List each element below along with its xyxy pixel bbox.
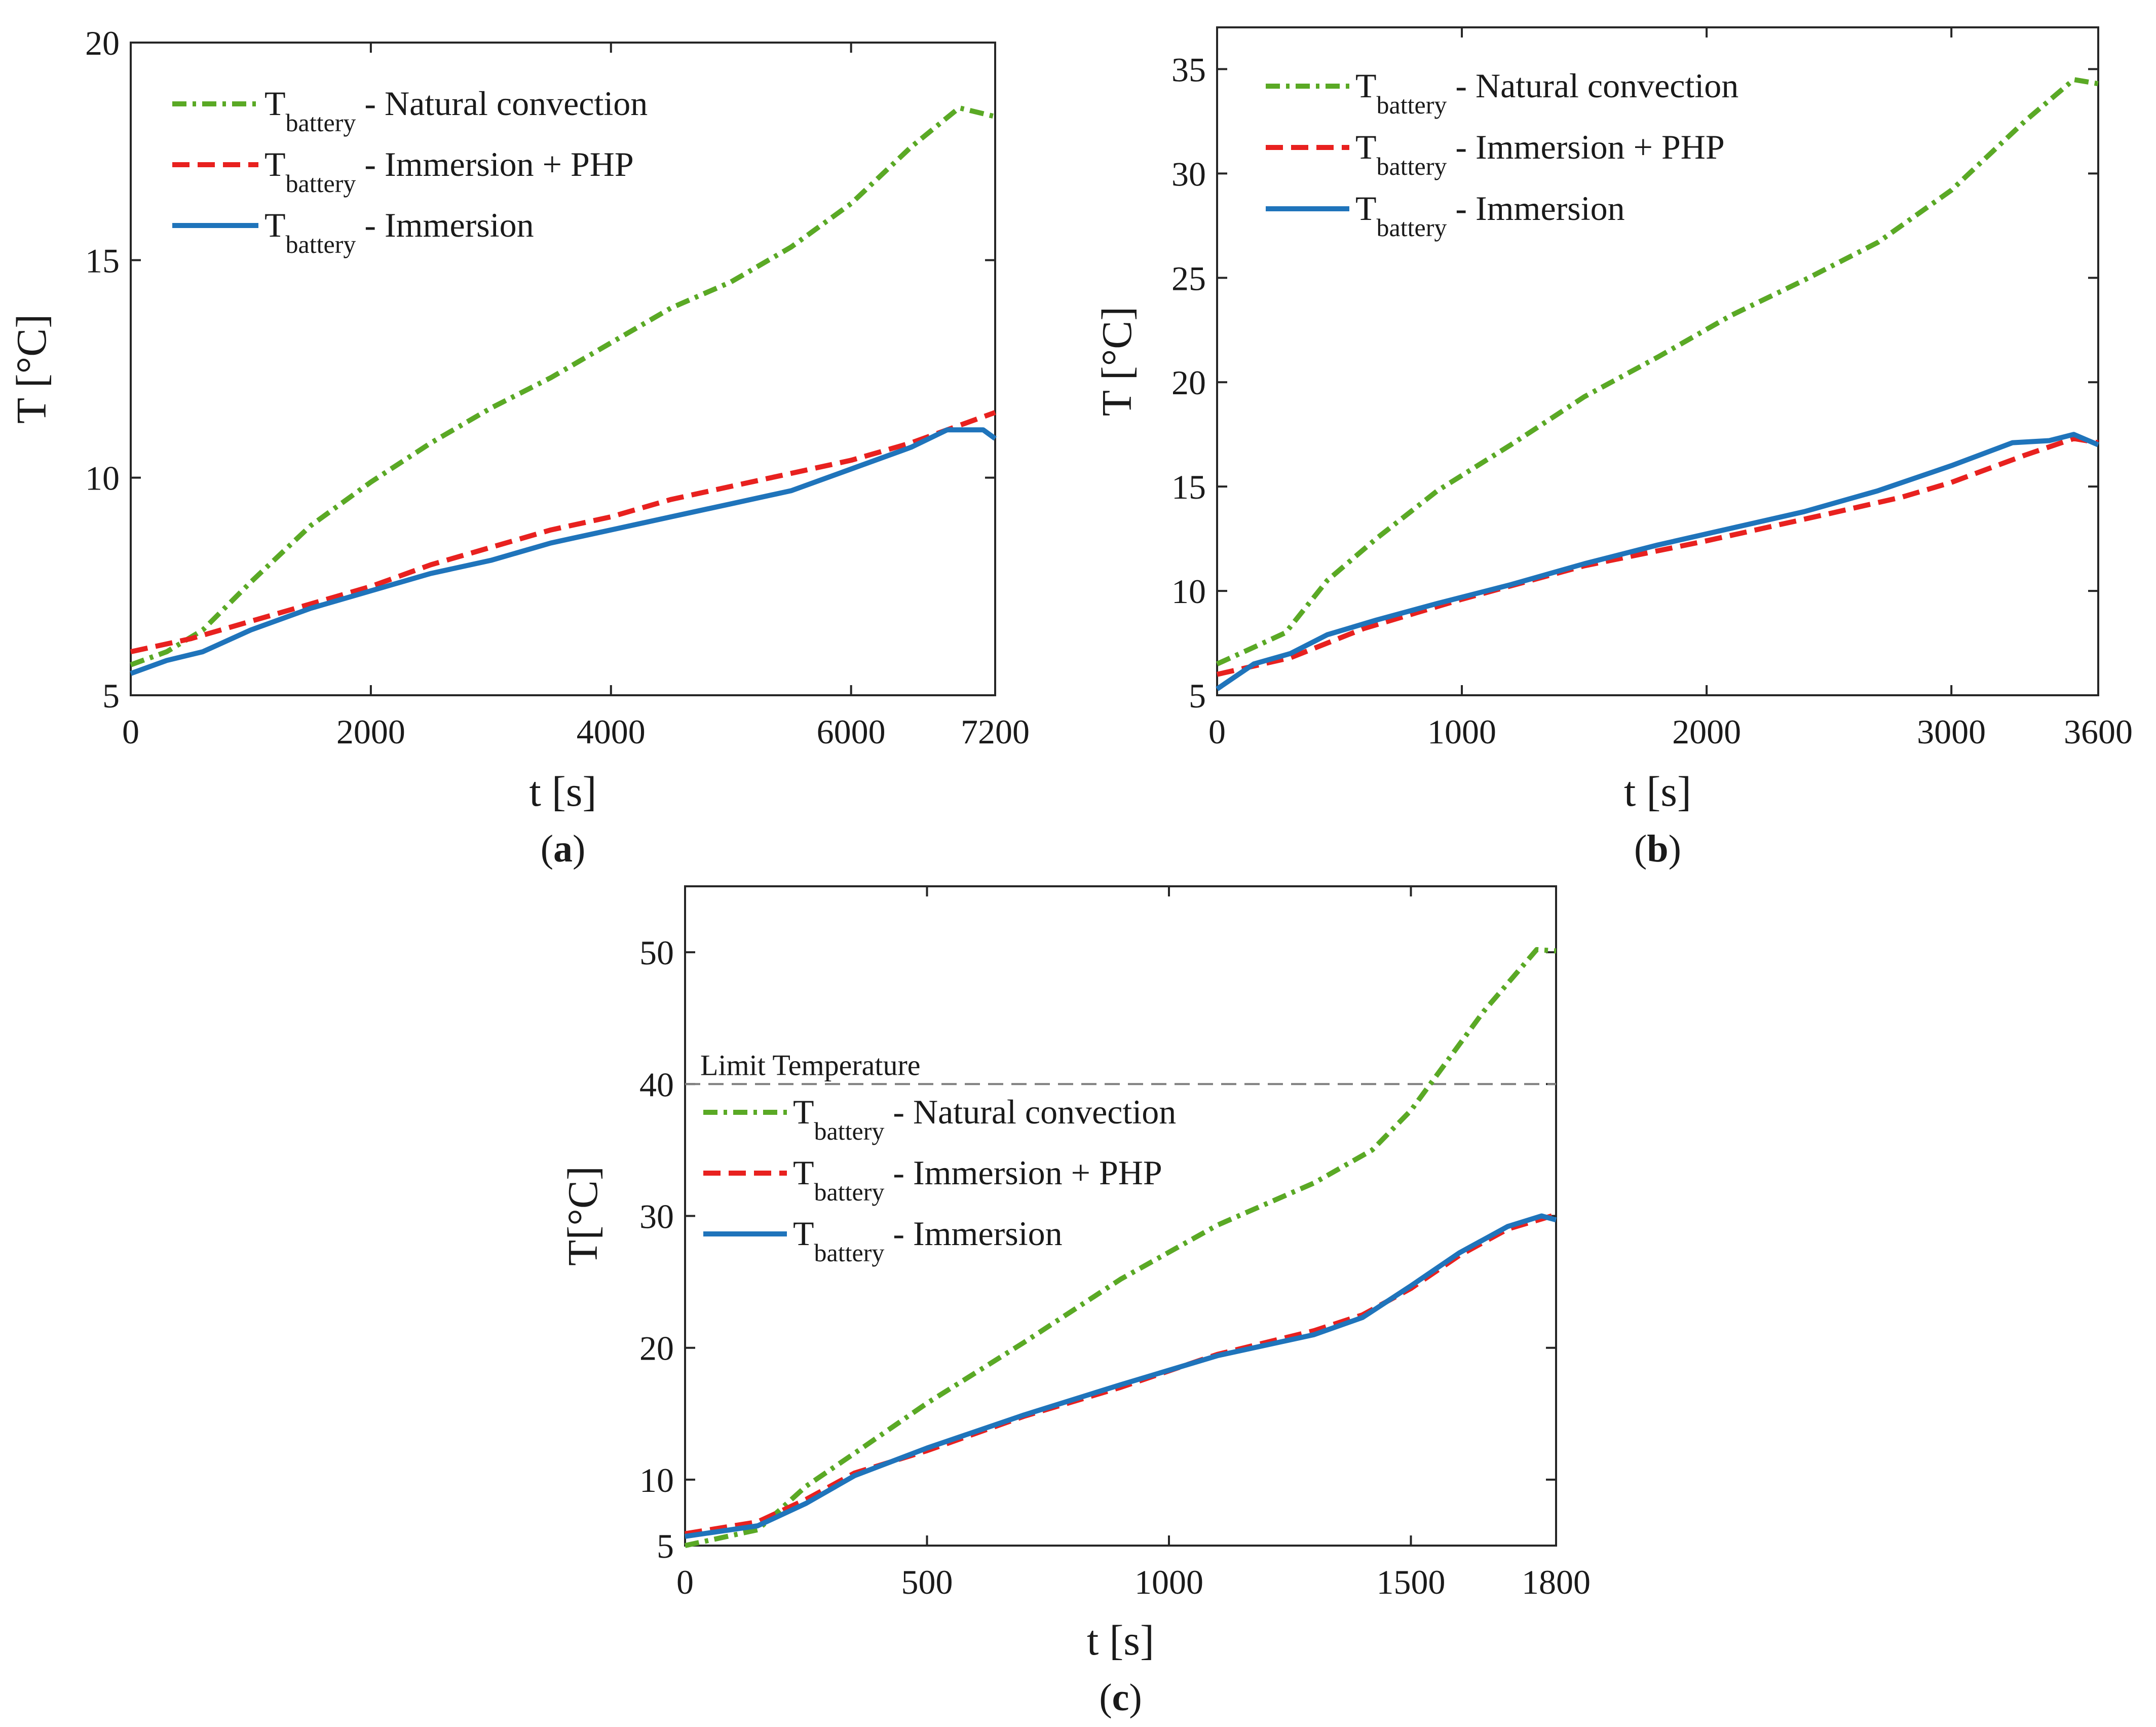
- y-tick-label: 50: [639, 933, 674, 972]
- x-tick-label: 6000: [817, 712, 886, 751]
- y-tick-label: 5: [657, 1527, 674, 1565]
- series-line-0: [684, 947, 1557, 1548]
- y-axis-label: T [°C]: [8, 314, 55, 424]
- panel-caption: (c): [1099, 1676, 1142, 1719]
- x-tick-label: 3000: [1917, 712, 1986, 751]
- series-line-1: [1216, 436, 2099, 677]
- legend-entry-label: Tbattery - Natural convection: [264, 84, 648, 137]
- y-tick-label: 30: [639, 1197, 674, 1236]
- y-tick-label: 20: [639, 1329, 674, 1368]
- plot-frame: [1216, 26, 2099, 696]
- y-tick-label: 20: [85, 24, 120, 62]
- y-tick-label: 10: [1171, 572, 1206, 611]
- limit-temperature-label: Limit Temperature: [700, 1048, 921, 1081]
- y-tick-label: 40: [639, 1065, 674, 1104]
- y-tick-label: 15: [1171, 468, 1206, 506]
- y-axis-label: T[°C]: [559, 1166, 607, 1266]
- y-tick-label: 5: [102, 677, 120, 715]
- y-tick-label: 10: [85, 459, 120, 498]
- x-tick-label: 4000: [577, 712, 646, 751]
- panel-c: 0 500 1000 1500 1800 5 10 20 30 40 50 t [s] T[°C] (c)…: [559, 885, 1591, 1719]
- x-axis-label: t [s]: [1087, 1617, 1154, 1664]
- legend-entry-label: Tbattery - Immersion: [793, 1214, 1063, 1267]
- panel-b: 0 1000 2000 3000 3600 5 10 15 20 25 30 35 t [s] T [°C…: [1093, 26, 2133, 870]
- legend-entry-label: Tbattery - Natural convection: [793, 1093, 1176, 1145]
- y-tick-label: 25: [1171, 259, 1206, 297]
- x-tick-label: 1000: [1427, 712, 1496, 751]
- x-tick-label: 7200: [961, 712, 1030, 751]
- x-tick-label: 1000: [1134, 1563, 1203, 1601]
- y-axis-label: T [°C]: [1093, 307, 1141, 416]
- x-tick-label: 1800: [1522, 1563, 1591, 1601]
- x-axis-label: t [s]: [529, 768, 597, 815]
- series-line-2: [1216, 432, 2099, 691]
- x-tick-label: 0: [1208, 712, 1226, 751]
- x-tick-label: 3600: [2064, 712, 2133, 751]
- x-tick-label: 1500: [1377, 1563, 1446, 1601]
- panel-caption: (a): [541, 828, 586, 870]
- legend-entry-label: Tbattery - Immersion: [264, 206, 534, 258]
- y-tick-label: 10: [639, 1461, 674, 1499]
- series-line-2: [130, 427, 997, 676]
- y-tick-label: 20: [1171, 363, 1206, 402]
- legend-entry-label: Tbattery - Natural convection: [1355, 66, 1738, 119]
- series-line-0: [1216, 77, 2099, 666]
- y-tick-label: 30: [1171, 155, 1206, 193]
- x-tick-label: 2000: [336, 712, 405, 751]
- legend-entry-label: Tbattery - Immersion + PHP: [1355, 128, 1725, 180]
- x-tick-label: 0: [122, 712, 139, 751]
- x-tick-label: 2000: [1672, 712, 1741, 751]
- panel-a: 0 2000 4000 6000 7200 5 10 15 20 t [s] T [°C] (a) Tb…: [8, 24, 1030, 870]
- y-tick-label: 15: [85, 241, 120, 280]
- x-tick-label: 0: [676, 1563, 694, 1601]
- y-tick-label: 35: [1171, 50, 1206, 89]
- plot-frame: [130, 42, 996, 696]
- y-tick-label: 5: [1189, 677, 1206, 715]
- series-line-2: [685, 1213, 1557, 1539]
- legend-entry-label: Tbattery - Immersion + PHP: [264, 145, 634, 198]
- legend-entry-label: Tbattery - Immersion + PHP: [793, 1153, 1162, 1206]
- legend-entry-label: Tbattery - Immersion: [1355, 189, 1625, 242]
- series-line-1: [130, 410, 996, 654]
- x-tick-label: 500: [901, 1563, 953, 1601]
- series-line-0: [130, 105, 996, 667]
- x-axis-label: t [s]: [1624, 768, 1691, 815]
- panel-caption: (b): [1634, 828, 1681, 870]
